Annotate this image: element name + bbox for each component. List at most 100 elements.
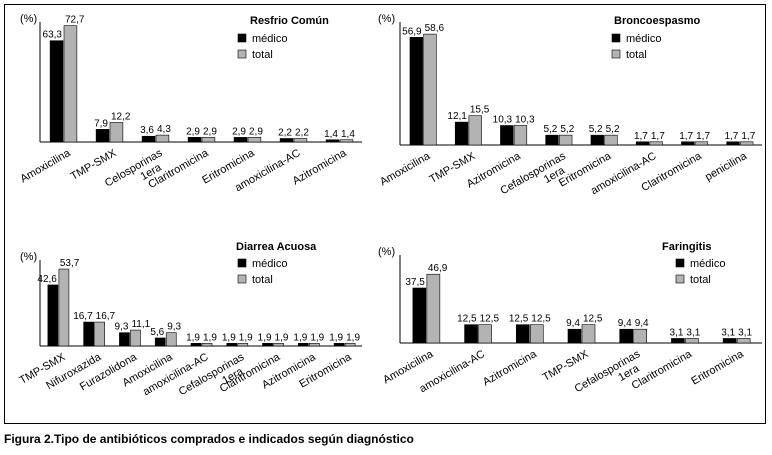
legend-label-medico: médico bbox=[690, 258, 725, 270]
bar-total bbox=[63, 25, 78, 143]
bar-medico bbox=[619, 328, 634, 344]
bar-total bbox=[201, 342, 213, 347]
data-label-medico: 1,4 bbox=[324, 129, 338, 140]
bar-total bbox=[529, 324, 544, 344]
data-label-total: 11,1 bbox=[131, 319, 150, 330]
charts-canvas: (%) Resfrio Común médico total 63,372,7 Amoxi… bbox=[17, 13, 762, 398]
data-label-total: 9,4 bbox=[635, 318, 649, 329]
bar-total bbox=[426, 273, 441, 344]
data-label-medico: 2,9 bbox=[186, 126, 200, 137]
data-label-medico: 37,5 bbox=[405, 277, 425, 288]
x-tick-label: Azitromicina bbox=[481, 348, 540, 389]
bar-medico bbox=[226, 342, 238, 347]
data-label-medico: 42,6 bbox=[37, 274, 57, 285]
data-label-medico: 9,4 bbox=[618, 318, 632, 329]
bar-total bbox=[273, 342, 284, 347]
data-label-total: 1,7 bbox=[651, 131, 665, 142]
bar-total bbox=[109, 122, 124, 143]
data-label-medico: 3,1 bbox=[670, 327, 684, 338]
bar-medico bbox=[298, 342, 309, 347]
x-tick-label: Amoxicilina bbox=[18, 147, 73, 186]
legend-swatch-medico bbox=[675, 258, 685, 268]
data-label-medico: 2,9 bbox=[232, 126, 246, 137]
bar-medico bbox=[119, 332, 130, 347]
legend-label-total: total bbox=[252, 274, 273, 286]
data-label-total: 72,7 bbox=[65, 15, 85, 26]
bar-medico bbox=[187, 137, 202, 143]
chart-title: Resfrio Común bbox=[250, 15, 329, 27]
legend-label-total: total bbox=[626, 49, 647, 61]
bar-medico bbox=[262, 342, 273, 347]
y-axis-label: (%) bbox=[20, 13, 37, 25]
chart-title: Broncoespasmo bbox=[614, 15, 700, 27]
data-label-total: 1,9 bbox=[275, 332, 289, 343]
bar-medico bbox=[671, 338, 685, 344]
bar-medico bbox=[567, 328, 582, 344]
bar-medico bbox=[47, 284, 59, 347]
data-label-medico: 1,9 bbox=[258, 332, 272, 343]
data-label-medico: 63,3 bbox=[43, 30, 63, 41]
data-label-medico: 1,7 bbox=[679, 131, 693, 142]
x-tick-label: Eritromicina bbox=[689, 348, 746, 388]
y-axis-label: (%) bbox=[378, 13, 395, 25]
bar-total bbox=[736, 338, 751, 344]
data-label-total: 46,9 bbox=[428, 263, 448, 274]
bar-total bbox=[423, 33, 437, 146]
bar-medico bbox=[190, 342, 202, 347]
bar-total bbox=[247, 137, 262, 143]
chart-title: Faringitis bbox=[662, 241, 712, 253]
chart-title: Diarrea Acuosa bbox=[236, 241, 317, 253]
data-label-total: 5,2 bbox=[606, 124, 620, 135]
data-label-medico: 10,3 bbox=[493, 115, 513, 126]
x-tick-label: penicilina bbox=[703, 150, 749, 184]
bar-total bbox=[58, 268, 70, 347]
data-label-total: 1,4 bbox=[341, 129, 355, 140]
bar-medico bbox=[681, 141, 695, 146]
bar-medico bbox=[635, 141, 650, 146]
data-label-medico: 9,3 bbox=[115, 322, 129, 333]
legend-swatch-medico bbox=[611, 33, 621, 43]
bar-total bbox=[468, 115, 482, 146]
chart-panel-4: (%) Faringitismédicototal37,546,9Amoxicil… bbox=[378, 241, 762, 395]
data-label-total: 9,3 bbox=[167, 322, 181, 333]
data-label-medico: 9,4 bbox=[566, 318, 580, 329]
data-label-medico: 3,1 bbox=[721, 327, 735, 338]
data-label-total: 53,7 bbox=[60, 258, 80, 269]
legend-label-medico: médico bbox=[252, 258, 287, 270]
bar-total bbox=[201, 137, 216, 143]
bar-total bbox=[130, 329, 141, 347]
bar-medico bbox=[154, 337, 166, 347]
data-label-total: 4,3 bbox=[157, 124, 171, 135]
data-label-medico: 7,9 bbox=[94, 118, 108, 129]
bar-medico bbox=[409, 37, 423, 146]
bar-total bbox=[94, 321, 105, 347]
data-label-total: 2,2 bbox=[295, 127, 309, 138]
bar-medico bbox=[726, 141, 740, 146]
data-label-total: 5,2 bbox=[560, 124, 574, 135]
data-label-total: 58,6 bbox=[425, 23, 445, 34]
legend-label-medico: médico bbox=[252, 33, 287, 45]
bar-medico bbox=[95, 129, 110, 143]
data-label-medico: 1,7 bbox=[634, 131, 648, 142]
legend-swatch-total bbox=[237, 49, 247, 59]
data-label-medico: 1,9 bbox=[186, 332, 200, 343]
bar-medico bbox=[233, 137, 248, 143]
data-label-total: 1,9 bbox=[239, 332, 253, 343]
bar-total bbox=[559, 134, 573, 146]
data-label-total: 12,5 bbox=[583, 314, 603, 325]
data-label-total: 12,2 bbox=[111, 111, 131, 122]
bar-total bbox=[633, 328, 648, 344]
data-label-total: 16,7 bbox=[96, 311, 116, 322]
data-label-medico: 1,9 bbox=[293, 332, 307, 343]
legend-swatch-total bbox=[611, 49, 621, 59]
legend-swatch-medico bbox=[237, 33, 247, 43]
bar-medico bbox=[141, 135, 156, 143]
data-label-total: 1,9 bbox=[346, 332, 360, 343]
data-label-total: 1,7 bbox=[741, 131, 755, 142]
data-label-total: 12,5 bbox=[531, 314, 551, 325]
data-label-medico: 1,9 bbox=[222, 332, 236, 343]
bar-total bbox=[293, 138, 308, 143]
bar-total bbox=[740, 141, 754, 146]
figure-caption: Figura 2.Tipo de antibióticos comprados … bbox=[4, 432, 414, 446]
bar-medico bbox=[454, 121, 469, 146]
